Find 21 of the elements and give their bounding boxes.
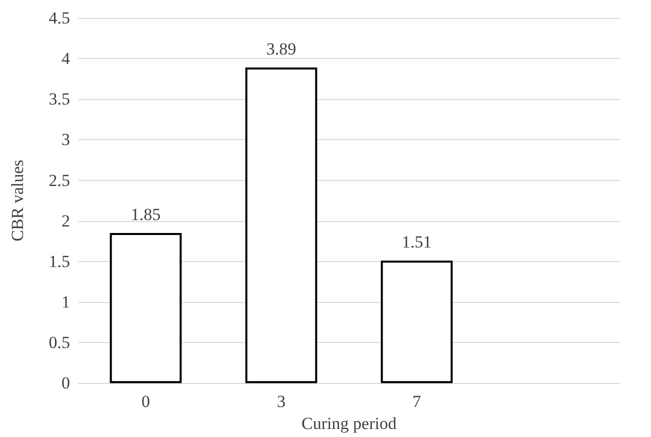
y-tick-label: 0.5 bbox=[48, 333, 70, 352]
y-axis-title: CBR values bbox=[8, 160, 27, 242]
bar bbox=[245, 67, 318, 384]
data-label: 1.85 bbox=[130, 205, 161, 224]
x-tick-label: 7 bbox=[412, 392, 422, 412]
bar bbox=[380, 260, 453, 384]
y-tick-label: 2.5 bbox=[48, 170, 70, 190]
y-tick-label: 2 bbox=[62, 211, 70, 230]
y-tick-label: 4 bbox=[62, 49, 70, 68]
x-tick-label: 3 bbox=[277, 392, 286, 412]
y-tick-label: 1 bbox=[62, 292, 70, 312]
y-tick-label: 0 bbox=[62, 374, 70, 393]
data-label: 3.89 bbox=[266, 39, 296, 58]
y-tick-label: 4.5 bbox=[48, 8, 70, 28]
y-tick-label: 1.5 bbox=[48, 252, 70, 271]
bar bbox=[110, 233, 182, 384]
x-axis-title: Curing period bbox=[302, 414, 397, 433]
data-label: 1.51 bbox=[402, 232, 432, 252]
x-tick-label: 0 bbox=[142, 392, 150, 412]
y-tick-label: 3 bbox=[62, 130, 70, 150]
y-tick-label: 3.5 bbox=[48, 90, 70, 109]
